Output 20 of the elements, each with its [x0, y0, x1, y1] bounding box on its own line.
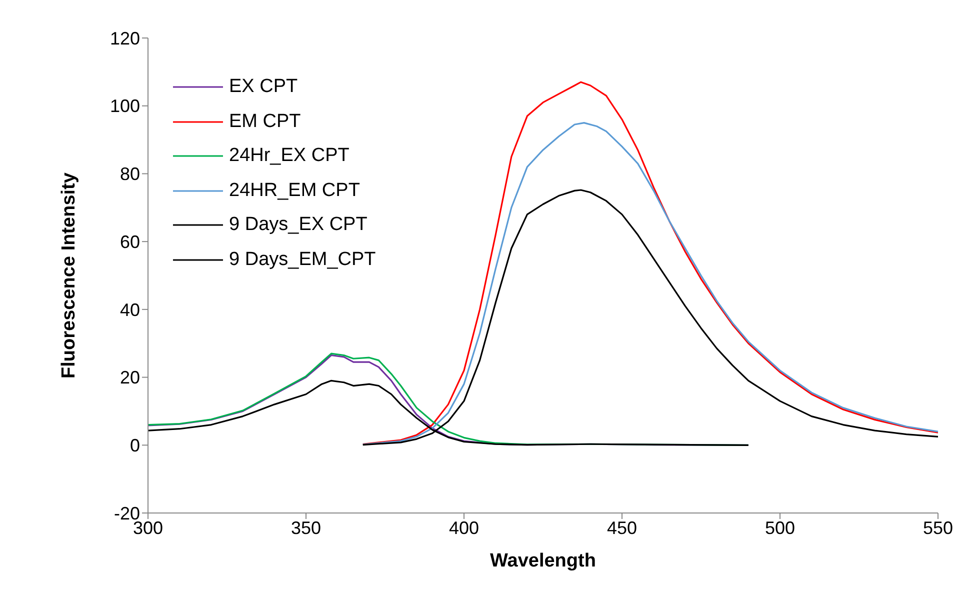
legend-label: 24HR_EM CPT	[229, 180, 360, 202]
legend-label: EM CPT	[229, 110, 301, 133]
legend-label: 24Hr_EX CPT	[229, 145, 350, 168]
legend-label: EX CPT	[229, 76, 298, 98]
y-tick-label: 60	[120, 232, 140, 252]
x-tick-label: 500	[764, 518, 796, 538]
y-tick-label: 100	[110, 96, 140, 116]
x-axis-title: Wavelength	[490, 550, 596, 572]
legend-label: 9 Days_EM_CPT	[229, 248, 376, 271]
y-tick-label: 40	[120, 300, 140, 320]
x-tick-label: 550	[922, 518, 954, 538]
y-tick-label: 20	[120, 368, 140, 388]
x-tick-label: 450	[606, 518, 638, 538]
y-tick-label: 120	[110, 28, 140, 48]
y-axis-title: Fluorescence Intensity	[58, 172, 80, 378]
x-tick-label: 350	[290, 518, 322, 538]
legend-label: 9 Days_EX CPT	[229, 214, 368, 236]
x-tick-label: 400	[448, 518, 480, 538]
y-tick-label: 80	[120, 164, 140, 184]
y-tick-label: 0	[130, 436, 140, 456]
